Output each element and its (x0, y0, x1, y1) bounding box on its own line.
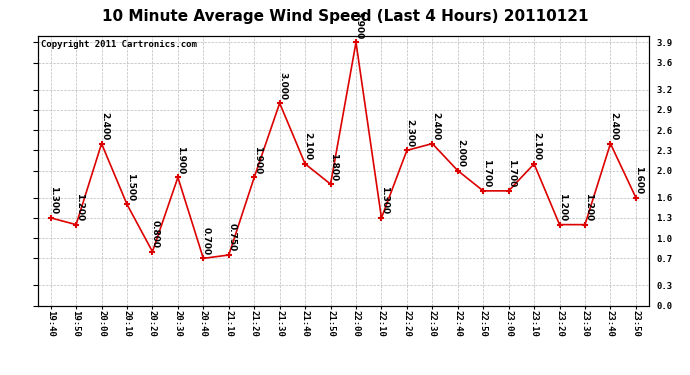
Text: 2.000: 2.000 (456, 139, 465, 167)
Text: 1.300: 1.300 (49, 186, 58, 214)
Text: 0.750: 0.750 (227, 224, 237, 252)
Text: 1.900: 1.900 (253, 146, 262, 174)
Text: 1.600: 1.600 (634, 166, 644, 194)
Text: 10 Minute Average Wind Speed (Last 4 Hours) 20110121: 10 Minute Average Wind Speed (Last 4 Hou… (101, 9, 589, 24)
Text: 0.800: 0.800 (151, 220, 160, 248)
Text: 1.700: 1.700 (482, 159, 491, 188)
Text: Copyright 2011 Cartronics.com: Copyright 2011 Cartronics.com (41, 40, 197, 49)
Text: 0.700: 0.700 (202, 227, 211, 255)
Text: 2.100: 2.100 (533, 132, 542, 160)
Text: 1.900: 1.900 (177, 146, 186, 174)
Text: 1.300: 1.300 (380, 186, 389, 214)
Text: 1.200: 1.200 (558, 193, 567, 221)
Text: 3.900: 3.900 (355, 11, 364, 39)
Text: 1.700: 1.700 (507, 159, 516, 188)
Text: 2.100: 2.100 (304, 132, 313, 160)
Text: 2.400: 2.400 (100, 112, 109, 140)
Text: 1.200: 1.200 (75, 193, 83, 221)
Text: 2.400: 2.400 (609, 112, 618, 140)
Text: 3.000: 3.000 (278, 72, 287, 100)
Text: 2.400: 2.400 (431, 112, 440, 140)
Text: 1.500: 1.500 (126, 173, 135, 201)
Text: 1.200: 1.200 (584, 193, 593, 221)
Text: 2.300: 2.300 (406, 119, 415, 147)
Text: 1.800: 1.800 (329, 153, 338, 181)
